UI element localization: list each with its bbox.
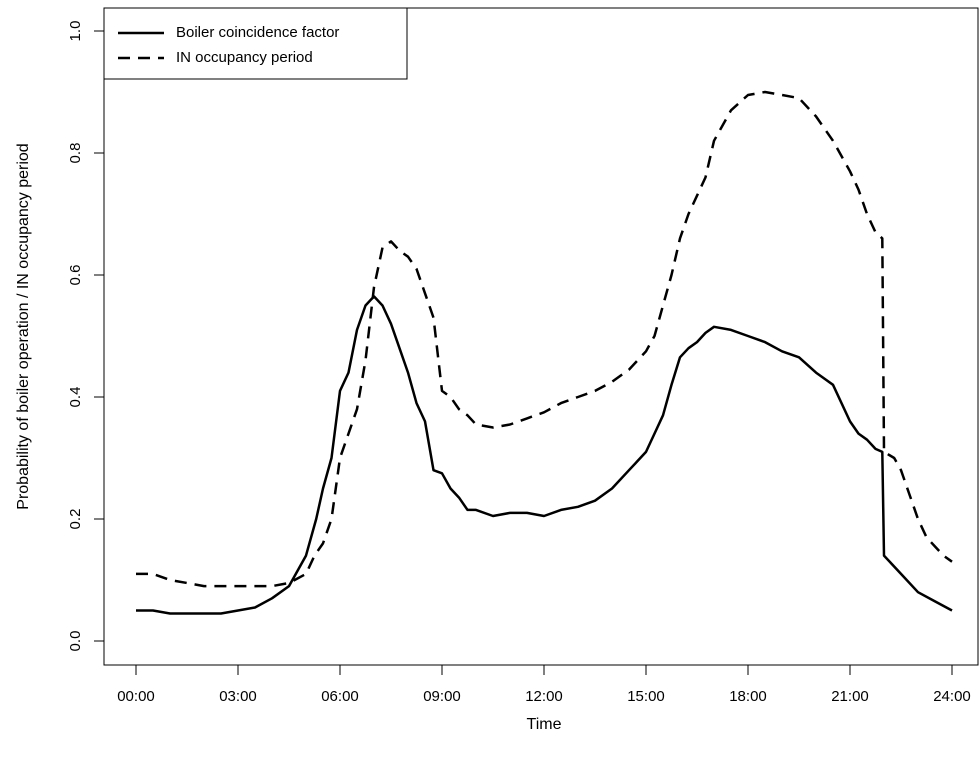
x-tick-label: 24:00 xyxy=(933,688,971,705)
y-tick-label: 0.4 xyxy=(67,387,84,408)
legend: Boiler coincidence factor IN occupancy p… xyxy=(103,7,408,80)
x-axis-title: Time xyxy=(527,716,562,733)
x-tick-label: 21:00 xyxy=(831,688,869,705)
x-tick-label: 15:00 xyxy=(627,688,665,705)
series-layer xyxy=(136,90,953,615)
x-tick-label: 18:00 xyxy=(729,688,767,705)
plot-area xyxy=(103,7,979,666)
series-line-0 xyxy=(136,295,953,615)
y-tick-label: 0.6 xyxy=(67,265,84,286)
x-axis: 00:00 03:00 06:00 09:00 12:00 15:00 18:00 21:00… xyxy=(117,664,971,705)
x-tick-label: 03:00 xyxy=(219,688,257,705)
y-tick-label: 0.2 xyxy=(67,509,84,530)
legend-label-in-occupancy-period: IN occupancy period xyxy=(176,49,313,66)
x-tick-label: 12:00 xyxy=(525,688,563,705)
series-line-1 xyxy=(136,90,953,588)
y-tick-label: 1.0 xyxy=(67,21,84,42)
y-axis-title: Probability of boiler operation / IN occ… xyxy=(15,143,32,509)
x-tick-label: 06:00 xyxy=(321,688,359,705)
y-tick-label: 0.0 xyxy=(67,631,84,652)
x-tick-label: 09:00 xyxy=(423,688,461,705)
legend-box xyxy=(103,7,408,80)
plot-frame xyxy=(103,7,979,666)
x-tick-label: 00:00 xyxy=(117,688,155,705)
y-tick-label: 0.8 xyxy=(67,143,84,164)
legend-label-boiler-coincidence-factor: Boiler coincidence factor xyxy=(176,24,339,41)
y-axis: 0.0 0.2 0.4 0.6 0.8 1.0 xyxy=(67,21,105,652)
